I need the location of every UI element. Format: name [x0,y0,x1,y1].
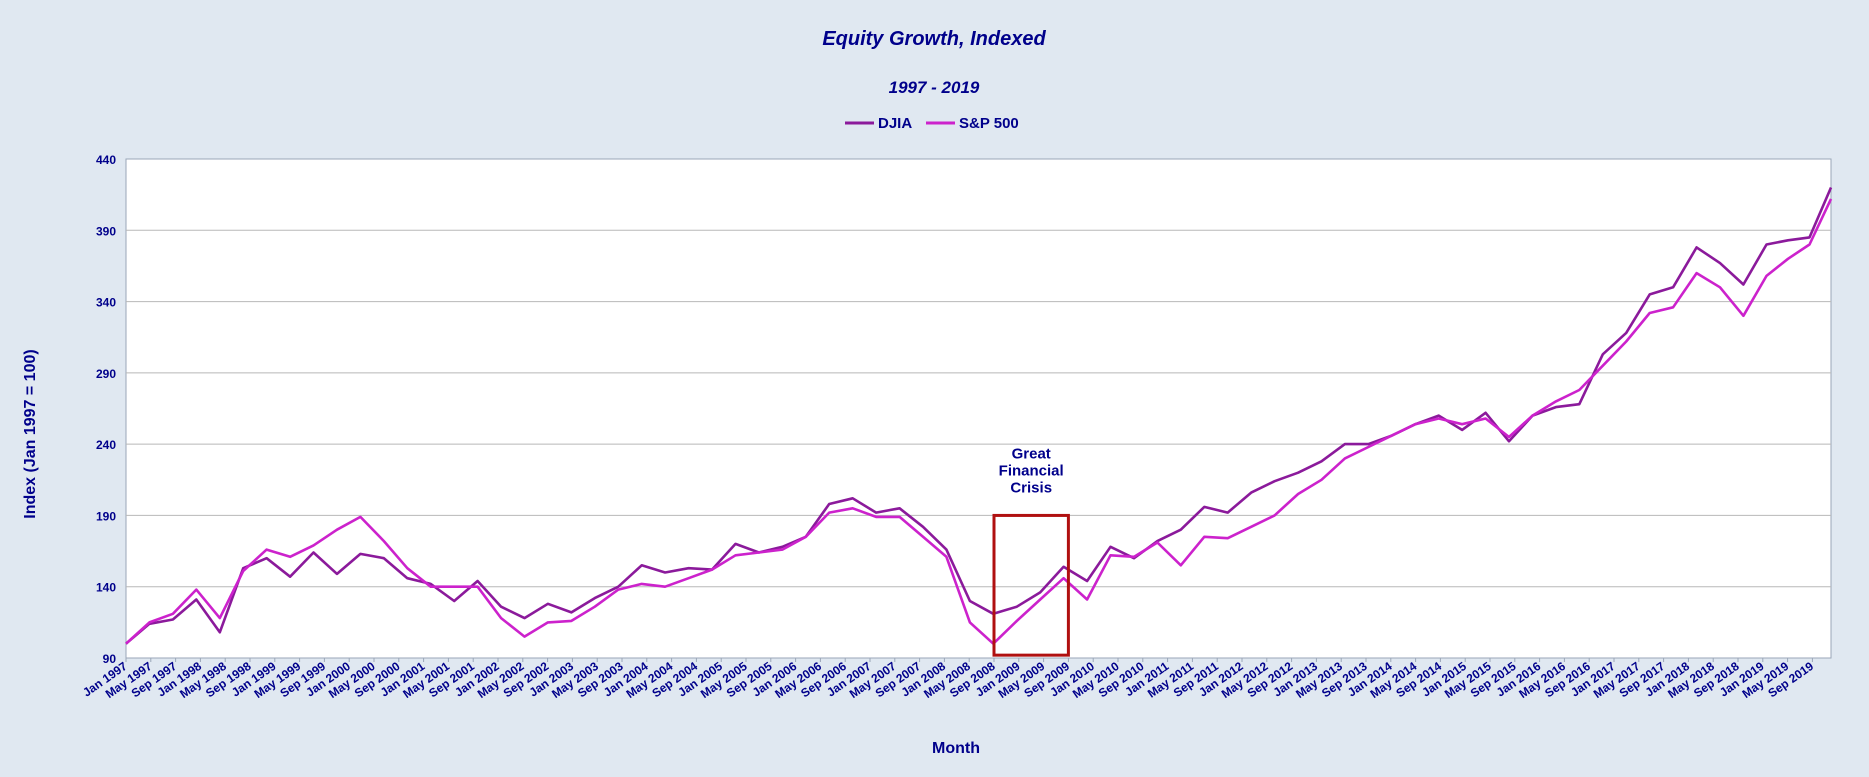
x-axis-label: Month [932,740,980,757]
series-lines [125,186,1833,646]
y-tick-label: 390 [96,224,116,238]
y-tick-label: 190 [96,509,116,523]
y-tick-label: 240 [96,438,116,452]
y-tick-label: 290 [96,367,116,381]
plot-area [125,158,1832,659]
crisis-label-line: Financial [999,462,1064,479]
y-axis-label: Index (Jan 1997 = 100) [22,349,39,518]
series-line-djia [125,186,1833,645]
y-tick-label: 340 [96,296,116,310]
legend-label-djia: DJIA [878,115,912,132]
y-tick-label: 440 [96,153,116,167]
gridlines [126,229,1831,588]
legend-label-sp500: S&P 500 [959,115,1019,132]
crisis-box [992,513,1070,657]
y-axis-ticks: 90 140 190 240 290 340 390 440 [96,153,116,666]
legend: DJIA S&P 500 [845,115,1019,132]
y-tick-label: 90 [103,652,117,666]
chart-title: Equity Growth, Indexed [822,28,1046,50]
chart-subtitle: 1997 - 2019 [889,78,980,97]
y-tick-label: 140 [96,581,116,595]
crisis-label-line: Crisis [1010,479,1052,496]
series-line-sp500 [125,198,1833,646]
crisis-label-line: Great [1012,445,1051,462]
